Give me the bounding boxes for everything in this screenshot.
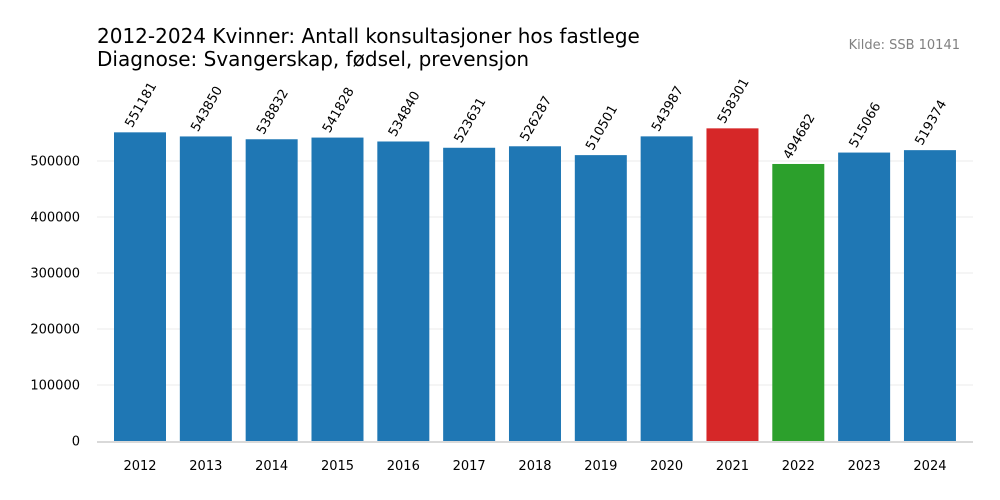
x-tick-label: 2016 xyxy=(387,459,420,474)
bar-2021 xyxy=(706,128,759,441)
data-label: 543987 xyxy=(649,84,687,134)
x-tick-label: 2018 xyxy=(518,459,551,474)
data-label: 515066 xyxy=(847,100,885,150)
bar-2022 xyxy=(772,163,825,441)
data-label: 534840 xyxy=(386,89,424,139)
bar-2017 xyxy=(443,147,496,441)
data-label: 558301 xyxy=(715,76,753,126)
data-label: 526287 xyxy=(517,94,555,144)
x-tick-label: 2014 xyxy=(255,459,288,474)
y-tick-label: 100000 xyxy=(30,379,80,394)
data-label: 510501 xyxy=(583,103,621,153)
y-tick-label: 0 xyxy=(72,435,80,450)
data-label: 494682 xyxy=(781,111,819,161)
bar-2013 xyxy=(179,136,232,441)
bar-2023 xyxy=(838,152,891,441)
x-tick-label: 2015 xyxy=(321,459,354,474)
bar-2020 xyxy=(640,136,693,441)
y-tick-label: 200000 xyxy=(30,323,80,338)
data-label: 541828 xyxy=(320,85,358,135)
data-label: 523631 xyxy=(452,95,490,145)
x-tick-label: 2012 xyxy=(123,459,156,474)
chart-subtitle: Diagnose: Svangerskap, fødsel, prevensjo… xyxy=(97,47,530,71)
y-tick-label: 400000 xyxy=(30,211,80,226)
data-label: 543850 xyxy=(188,84,226,134)
bar-2019 xyxy=(574,155,627,441)
data-label: 538832 xyxy=(254,87,292,137)
x-tick-label: 2013 xyxy=(189,459,222,474)
data-label: 519374 xyxy=(912,98,950,148)
x-tick-label: 2024 xyxy=(913,459,946,474)
x-tick-label: 2019 xyxy=(584,459,617,474)
bar-2015 xyxy=(311,137,364,441)
data-label: 551181 xyxy=(122,80,160,130)
bar-2018 xyxy=(508,146,561,441)
source-label: Kilde: SSB 10141 xyxy=(848,38,960,53)
bar-2024 xyxy=(903,150,956,441)
y-tick-label: 500000 xyxy=(30,155,80,170)
bar-2016 xyxy=(377,141,430,441)
x-tick-label: 2017 xyxy=(453,459,486,474)
chart-title: 2012-2024 Kvinner: Antall konsultasjoner… xyxy=(97,24,640,48)
x-tick-label: 2020 xyxy=(650,459,683,474)
y-tick-label: 300000 xyxy=(30,267,80,282)
bar-2012 xyxy=(114,132,166,442)
bar-2014 xyxy=(245,139,298,441)
x-tick-label: 2023 xyxy=(848,459,881,474)
x-tick-label: 2021 xyxy=(716,459,749,474)
x-tick-label: 2022 xyxy=(782,459,815,474)
